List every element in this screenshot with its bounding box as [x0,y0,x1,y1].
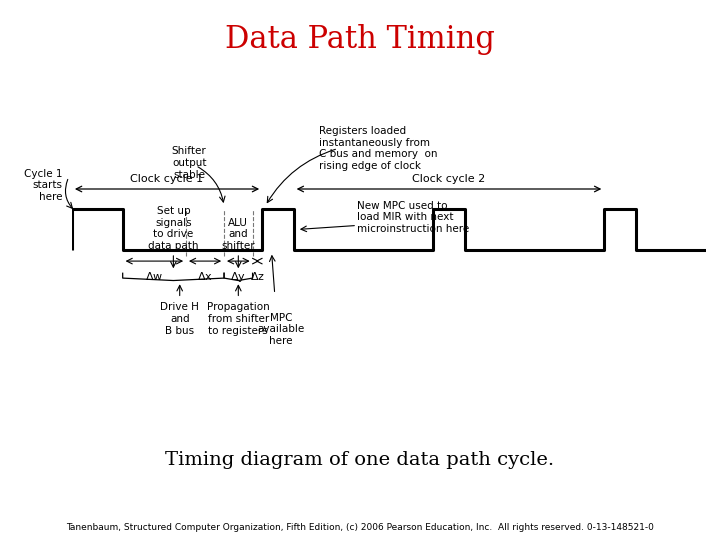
Text: Data Path Timing: Data Path Timing [225,24,495,55]
Text: Cycle 1
starts
here: Cycle 1 starts here [24,168,63,202]
Text: New MPC used to
load MIR with next
microinstruction here: New MPC used to load MIR with next micro… [357,201,469,234]
Text: Shifter
output
stable: Shifter output stable [172,146,207,180]
Text: Propagation
from shifter
to registers: Propagation from shifter to registers [207,302,270,335]
Text: Set up
signals
to drive
data path: Set up signals to drive data path [148,206,199,251]
Text: MPC
available
here: MPC available here [258,313,305,346]
Text: ALU
and
shifter: ALU and shifter [222,218,255,251]
Text: $\Delta$y: $\Delta$y [230,270,246,284]
Text: $\Delta$z: $\Delta$z [250,270,265,282]
Text: $\Delta$x: $\Delta$x [197,270,213,282]
Text: Registers loaded
instantaneously from
C bus and memory  on
rising edge of clock: Registers loaded instantaneously from C … [319,126,438,171]
Text: $\Delta$w: $\Delta$w [145,270,163,282]
Text: Drive H
and
B bus: Drive H and B bus [161,302,199,335]
Text: Clock cycle 1: Clock cycle 1 [130,174,204,184]
Text: Tanenbaum, Structured Computer Organization, Fifth Edition, (c) 2006 Pearson Edu: Tanenbaum, Structured Computer Organizat… [66,523,654,532]
Text: Clock cycle 2: Clock cycle 2 [413,174,485,184]
Text: Timing diagram of one data path cycle.: Timing diagram of one data path cycle. [166,451,554,469]
